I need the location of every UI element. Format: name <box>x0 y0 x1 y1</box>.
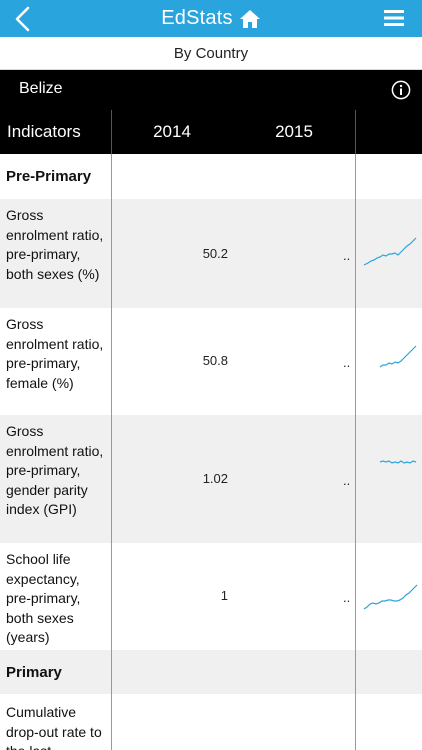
value-2014: 1.02 <box>202 471 228 486</box>
app-title: EdStats <box>161 7 233 29</box>
section-title: Pre-Primary <box>6 168 92 185</box>
column-divider <box>111 154 112 750</box>
page-subtitle: By Country <box>0 37 422 70</box>
value-2015: .. <box>343 473 351 488</box>
indicator-table: Pre-Primary Gross enrolment ratio, pre-p… <box>0 154 422 750</box>
column-header-2015: 2015 <box>275 122 313 141</box>
value-2014: 1 <box>220 588 228 603</box>
section-row: Pre-Primary <box>0 154 422 199</box>
table-row[interactable]: Gross enrolment ratio, pre-primary, fema… <box>0 308 422 415</box>
country-name: Belize <box>19 80 63 97</box>
column-divider <box>355 154 356 750</box>
sparkline-chart <box>379 345 417 368</box>
column-header-2014: 2014 <box>153 122 191 141</box>
indicator-label: Gross enrolment ratio, pre-primary, gend… <box>6 423 104 517</box>
hamburger-menu-icon[interactable] <box>384 9 404 27</box>
header-divider <box>111 110 112 154</box>
indicator-label: Gross enrolment ratio, pre-primary, both… <box>6 207 104 282</box>
info-icon[interactable] <box>391 80 411 100</box>
app-title-group: EdStats <box>0 0 422 37</box>
value-2015: .. <box>343 355 351 370</box>
column-header-indicators: Indicators <box>7 122 81 141</box>
value-2014: 50.8 <box>202 353 228 368</box>
table-row[interactable]: Gross enrolment ratio, pre-primary, both… <box>0 199 422 308</box>
home-icon[interactable] <box>239 9 261 29</box>
sparkline-chart <box>363 584 418 610</box>
value-2015: .. <box>343 248 351 263</box>
table-header: Indicators 2014 2015 <box>0 110 422 154</box>
table-row[interactable]: Cumulative drop-out rate to the last <box>0 694 422 750</box>
table-row[interactable]: Gross enrolment ratio, pre-primary, gend… <box>0 415 422 543</box>
value-2014: 50.2 <box>202 246 228 261</box>
country-bar: Belize <box>0 70 422 110</box>
chevron-left-icon[interactable] <box>8 4 40 34</box>
value-2015: .. <box>343 590 351 605</box>
header-divider <box>355 110 356 154</box>
section-title: Primary <box>6 664 62 681</box>
table-row[interactable]: School life expectancy, pre-primary, bot… <box>0 543 422 650</box>
indicator-label: Cumulative drop-out rate to the last <box>6 704 102 750</box>
indicator-label: Gross enrolment ratio, pre-primary, fema… <box>6 316 104 391</box>
sparkline-chart <box>363 237 417 266</box>
app-header: EdStats <box>0 0 422 37</box>
section-row: Primary <box>0 650 422 694</box>
indicator-label: School life expectancy, pre-primary, bot… <box>6 551 81 645</box>
sparkline-chart <box>379 460 417 464</box>
